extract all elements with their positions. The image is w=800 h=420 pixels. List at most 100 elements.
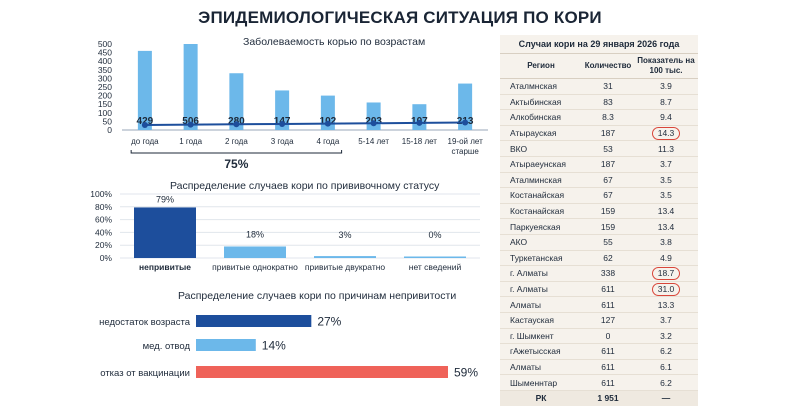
count-cell: 53 (582, 140, 634, 157)
age-category-label: старше (451, 147, 479, 156)
region-cell: Кастауская (500, 312, 582, 329)
table-row: Шыменнтар 611 6.2 (500, 374, 698, 391)
region-cell: Аталмнская (500, 78, 582, 95)
table-row: Алматы 611 6.1 (500, 359, 698, 376)
table-row: Кастауская 127 3.7 (500, 312, 698, 329)
rate-cell: 3.2 (634, 328, 698, 345)
age-bar (137, 50, 152, 130)
rate-cell: 3.7 (634, 312, 698, 329)
vacc-ytick-label: 20% (95, 240, 112, 250)
count-cell: 62 (582, 250, 634, 267)
vacc-bar (224, 246, 286, 258)
table-header-region: Регион (500, 54, 582, 79)
table-row: г. Алматы 611 31.0 (500, 281, 698, 298)
age-trend-point (233, 121, 240, 128)
page-title: ЭПИДЕМИОЛОГИЧЕСКАЯ СИТУАЦИЯ ПО КОРИ (198, 8, 602, 27)
age-bar (275, 90, 290, 130)
table-row: Туркетанская 62 4.9 (500, 250, 698, 267)
age-trend-point (462, 119, 469, 126)
vaccination-status-chart: 0% 20% 40% 60% 80% 100% 79% непривитые 18% привит… (90, 189, 480, 272)
count-cell: 187 (582, 156, 634, 173)
table-row: Актыбинская 83 8.7 (500, 94, 698, 111)
age-line-value-label: 429 (137, 116, 154, 127)
count-cell: 611 (582, 281, 634, 298)
vacc-ytick-label: 60% (95, 215, 112, 225)
region-cell: гАжетысская (500, 343, 582, 360)
age-line-value-label: 506 (182, 116, 199, 127)
table-row: г. Алматы 338 18.7 (500, 265, 698, 282)
age-category-label: 4 года (316, 137, 339, 146)
table-title: Случаи кори на 29 января 2026 года (500, 35, 698, 54)
count-cell: 8.3 (582, 109, 634, 126)
age-category-label: 15-18 лет (402, 137, 438, 146)
rate-cell: 13.4 (634, 203, 698, 220)
reason-category-label: недостаток возраста (99, 317, 191, 328)
age-ytick-label: 450 (98, 48, 112, 58)
age-category-label: до года (131, 137, 159, 146)
vacc-ytick-label: 80% (95, 202, 112, 212)
count-cell: 83 (582, 94, 634, 111)
region-cell: Актыбинская (500, 94, 582, 111)
region-cell: Костанайская (500, 187, 582, 204)
rate-cell: 8.7 (634, 94, 698, 111)
age-ytick-label: 0 (107, 125, 112, 135)
vaccination-chart-title: Распределение случаев кори по прививочно… (170, 180, 440, 192)
table-row: Аталмнская 31 3.9 (500, 78, 698, 95)
age-category-label: 2 года (225, 137, 248, 146)
reason-bar (196, 339, 256, 351)
region-cell: Туркетанская (500, 250, 582, 267)
table-row: Костанайская 67 3.5 (500, 187, 698, 204)
region-cell: Паркуеяская (500, 218, 582, 235)
highlighted-rate: 31.0 (651, 282, 681, 296)
rate-cell: 13.3 (634, 296, 698, 313)
reason-value-label: 27% (317, 315, 341, 329)
table-row: Алматы 611 13.3 (500, 296, 698, 313)
vacc-category-label: привитые двукратно (305, 262, 386, 272)
rate-cell: 4.9 (634, 250, 698, 267)
vacc-category-label: нет сведений (409, 262, 462, 272)
rate-cell: 3.9 (634, 78, 698, 95)
rate-cell: 3.5 (634, 172, 698, 189)
non-vaccination-reasons-chart: недостаток возраста 27% мед. отвод 14% отказ… (99, 315, 478, 380)
age-ytick-label: 150 (98, 99, 112, 109)
rate-cell: 14.3 (634, 125, 698, 142)
count-cell: 611 (582, 296, 634, 313)
age-trend-point (370, 120, 377, 127)
table-row: Алкобинская 8.3 9.4 (500, 109, 698, 126)
rate-cell: 31.0 (634, 281, 698, 298)
count-cell: 611 (582, 374, 634, 391)
age-trend-point (141, 122, 148, 128)
reason-category-label: отказ от вакцинации (100, 368, 190, 379)
age-category-label: 5-14 лет (358, 137, 389, 146)
reason-value-label: 14% (262, 339, 286, 353)
region-cell: г. Алматы (500, 281, 582, 298)
count-cell: 611 (582, 343, 634, 360)
age-bracket (130, 150, 343, 154)
highlighted-rate: 18.7 (651, 266, 681, 280)
table-row: Атыраеунская 187 3.7 (500, 156, 698, 173)
table-header-rate: Показатель на 100 тыс. (634, 54, 698, 79)
reasons-chart-title: Распределение случаев кори по причинам н… (178, 290, 457, 302)
age-bar (229, 73, 244, 130)
age-bar (320, 95, 335, 130)
rate-cell: 3.7 (634, 156, 698, 173)
age-trend-point (187, 121, 194, 128)
table-row: АКО 55 3.8 (500, 234, 698, 251)
age-bar (183, 44, 198, 130)
reason-bar (196, 366, 448, 378)
count-cell: 55 (582, 234, 634, 251)
total-label-cell: РК (500, 390, 582, 406)
table-row: Паркуеяская 159 13.4 (500, 218, 698, 235)
rate-cell: 3.5 (634, 187, 698, 204)
region-cell: Алкобинская (500, 109, 582, 126)
table-row: гАжетысская 611 6.2 (500, 343, 698, 360)
age-ytick-label: 400 (98, 56, 112, 66)
table-row: Костанайская 159 13.4 (500, 203, 698, 220)
reason-value-label: 59% (454, 366, 478, 380)
count-cell: 159 (582, 218, 634, 235)
rate-cell: 6.2 (634, 343, 698, 360)
table-row: Аталминская 67 3.5 (500, 172, 698, 189)
vacc-category-label: привитые однократно (212, 262, 298, 272)
age-ytick-label: 250 (98, 82, 112, 92)
